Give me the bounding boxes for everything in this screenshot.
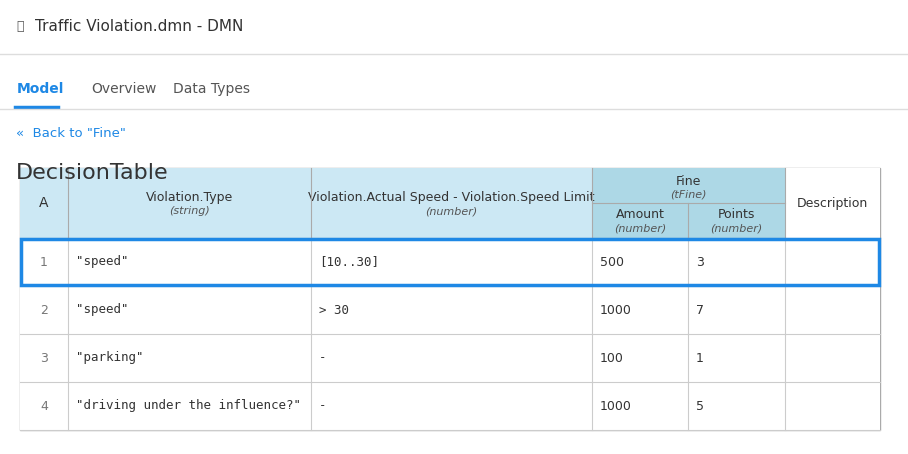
Text: -: - xyxy=(319,400,327,413)
Text: Violation.Actual Speed - Violation.Speed Limit: Violation.Actual Speed - Violation.Speed… xyxy=(308,191,595,203)
Text: Traffic Violation.dmn - DMN: Traffic Violation.dmn - DMN xyxy=(35,19,242,34)
Bar xyxy=(20,168,68,238)
Text: 🔒: 🔒 xyxy=(16,20,24,34)
Bar xyxy=(592,168,785,238)
Text: [10..30]: [10..30] xyxy=(319,256,379,268)
Text: "driving under the influence?": "driving under the influence?" xyxy=(76,400,301,413)
Text: 1: 1 xyxy=(696,351,704,365)
Text: Data Types: Data Types xyxy=(173,82,250,96)
Text: A: A xyxy=(39,196,49,210)
Text: «  Back to "Fine": « Back to "Fine" xyxy=(16,127,126,140)
Bar xyxy=(20,334,880,382)
Text: (number): (number) xyxy=(614,223,666,233)
Text: Overview: Overview xyxy=(91,82,156,96)
Text: -: - xyxy=(319,351,327,365)
Text: 3: 3 xyxy=(696,256,704,268)
Text: Points: Points xyxy=(718,208,755,221)
Bar xyxy=(20,168,880,430)
Text: "speed": "speed" xyxy=(76,304,129,316)
Bar xyxy=(20,286,880,334)
Text: Model: Model xyxy=(16,82,64,96)
Text: 7: 7 xyxy=(696,304,704,316)
Text: Description: Description xyxy=(797,197,868,209)
Text: (string): (string) xyxy=(169,206,210,216)
Text: Amount: Amount xyxy=(616,208,665,221)
Text: 500: 500 xyxy=(600,256,624,268)
Text: Violation.Type: Violation.Type xyxy=(146,191,233,203)
Bar xyxy=(68,168,311,238)
Text: > 30: > 30 xyxy=(319,304,349,316)
Text: (tFine): (tFine) xyxy=(670,189,706,199)
Bar xyxy=(20,238,880,286)
Bar xyxy=(20,382,880,430)
Text: "speed": "speed" xyxy=(76,256,129,268)
Text: 3: 3 xyxy=(40,351,48,365)
Bar xyxy=(21,239,879,285)
Text: Fine: Fine xyxy=(676,175,701,188)
Text: 1000: 1000 xyxy=(600,400,632,413)
Text: 2: 2 xyxy=(40,304,48,316)
Text: 1000: 1000 xyxy=(600,304,632,316)
Text: (number): (number) xyxy=(710,223,763,233)
Text: (number): (number) xyxy=(425,206,478,216)
Text: 100: 100 xyxy=(600,351,624,365)
Text: 1: 1 xyxy=(40,256,48,268)
Bar xyxy=(785,168,880,238)
Text: DecisionTable: DecisionTable xyxy=(16,163,169,183)
Text: 4: 4 xyxy=(40,400,48,413)
Bar xyxy=(311,168,592,238)
Text: 5: 5 xyxy=(696,400,704,413)
Text: "parking": "parking" xyxy=(76,351,143,365)
